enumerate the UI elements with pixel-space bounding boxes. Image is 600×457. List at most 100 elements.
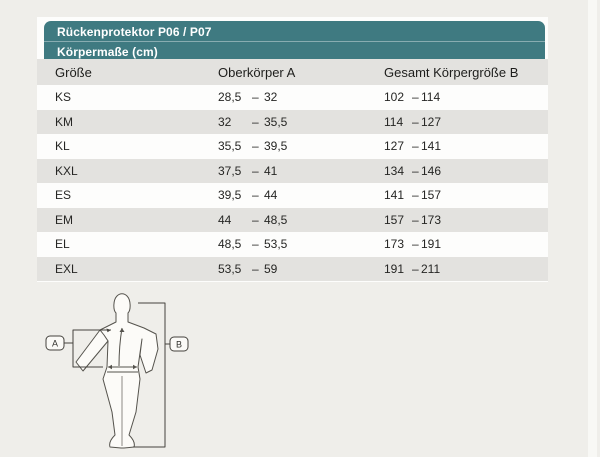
body-detail-lines <box>107 327 138 446</box>
label-b-box <box>169 336 189 352</box>
waist-arrow-left <box>108 364 112 370</box>
range-min: 28,5 <box>218 90 242 105</box>
title-product-line: Rückenprotektor P06 / P07 <box>44 21 545 42</box>
range-dash: – <box>412 163 419 178</box>
range-max: 39,5 <box>264 139 288 154</box>
label-a-box <box>45 335 65 351</box>
range-dash: – <box>252 163 259 178</box>
range-min: 37,5 <box>218 163 242 178</box>
measurement-bracket-b <box>133 302 189 448</box>
upper-body-range-cell: 44 –48,5 <box>218 213 384 227</box>
upper-body-range-cell: 37,5–41 <box>218 164 384 178</box>
range-dash: – <box>252 90 259 105</box>
upper-body-range-cell: 32 –35,5 <box>218 115 384 129</box>
range-dash: – <box>252 139 259 154</box>
table-row: KM 32–35,5 114–127 <box>37 109 548 134</box>
range-dash: – <box>412 237 419 252</box>
range-max: 53,5 <box>264 237 288 252</box>
range-dash: – <box>412 114 419 129</box>
range-max: 32 <box>264 90 278 105</box>
table-row: EM 44–48,5 157–173 <box>37 207 548 232</box>
table-title-bar: Rückenprotektor P06 / P07 Körpermaße (cm… <box>44 21 545 59</box>
range-min: 157 <box>384 212 405 227</box>
total-height-range-cell: 191–211 <box>384 262 548 276</box>
total-height-range-cell: 173–191 <box>384 237 548 251</box>
bracket-a-arrow <box>106 328 111 333</box>
label-a: A <box>52 339 58 349</box>
range-max: 211 <box>421 261 441 276</box>
range-max: 48,5 <box>264 212 288 227</box>
size-cell: KL <box>55 139 70 154</box>
range-max: 191 <box>421 237 442 252</box>
header-cell-upper-body: Oberkörper A <box>218 64 296 80</box>
table-row: KL 35,5–39,5 127–141 <box>37 134 548 159</box>
range-dash: – <box>412 261 419 276</box>
table-row: KS 28,5–32 102–114 <box>37 85 548 110</box>
title-measure-line: Körpermaße (cm) <box>57 45 158 59</box>
page-edge-strip <box>588 0 597 457</box>
total-height-range-cell: 114–127 <box>384 115 548 129</box>
range-min: 134 <box>384 163 405 178</box>
range-dash: – <box>412 90 419 105</box>
range-dash: – <box>252 212 259 227</box>
total-height-range-cell: 157–173 <box>384 213 548 227</box>
range-max: 146 <box>421 163 442 178</box>
table-row: KXL 37,5–41 134–146 <box>37 158 548 183</box>
waist-arrow-right <box>133 364 137 370</box>
range-min: 44 <box>218 212 232 227</box>
range-dash: – <box>252 237 259 252</box>
extended-arm <box>75 329 109 372</box>
range-dash: – <box>412 139 419 154</box>
upper-body-range-cell: 53,5–59 <box>218 262 384 276</box>
total-height-range-cell: 102–114 <box>384 90 548 104</box>
range-dash: – <box>252 261 259 276</box>
range-dash: – <box>412 212 419 227</box>
upper-body-range-cell: 35,5–39,5 <box>218 139 384 153</box>
label-b: B <box>176 340 182 350</box>
range-dash: – <box>252 188 259 203</box>
size-cell: EM <box>55 212 73 227</box>
column-header-row: Größe Oberkörper A Gesamt Körpergröße B <box>37 59 548 85</box>
range-max: 127 <box>421 114 442 129</box>
range-min: 35,5 <box>218 139 242 154</box>
total-height-range-cell: 141–157 <box>384 188 548 202</box>
range-min: 32 <box>218 114 232 129</box>
range-max: 141 <box>421 139 442 154</box>
range-min: 102 <box>384 90 405 105</box>
total-height-range-cell: 134–146 <box>384 164 548 178</box>
size-cell: KXL <box>55 163 78 178</box>
size-cell: EXL <box>55 261 78 276</box>
table-row: ES 39,5–44 141–157 <box>37 183 548 208</box>
table-body: KS 28,5–32 102–114 KM 32–35,5 114–127 KL… <box>37 85 548 281</box>
body-outline <box>99 293 159 449</box>
range-max: 59 <box>264 261 278 276</box>
header-cell-size: Größe <box>55 64 92 80</box>
range-max: 114 <box>421 90 441 105</box>
range-max: 35,5 <box>264 114 288 129</box>
range-max: 157 <box>421 188 442 203</box>
range-min: 114 <box>384 114 404 129</box>
range-max: 44 <box>264 188 278 203</box>
range-min: 48,5 <box>218 237 242 252</box>
range-min: 191 <box>384 261 405 276</box>
neck-arrow <box>119 328 125 332</box>
total-height-range-cell: 127–141 <box>384 139 548 153</box>
size-cell: KS <box>55 90 72 105</box>
upper-body-range-cell: 28,5–32 <box>218 90 384 104</box>
range-dash: – <box>252 114 259 129</box>
range-min: 127 <box>384 139 405 154</box>
human-silhouette <box>75 293 159 449</box>
range-max: 173 <box>421 212 442 227</box>
upper-body-range-cell: 39,5–44 <box>218 188 384 202</box>
range-min: 173 <box>384 237 405 252</box>
measurement-diagram: A B <box>40 292 202 456</box>
range-dash: – <box>412 188 419 203</box>
table-row: EXL 53,5–59 191–211 <box>37 256 548 281</box>
range-min: 141 <box>384 188 405 203</box>
range-min: 53,5 <box>218 261 242 276</box>
measurement-bracket-a <box>45 328 111 368</box>
table-row: EL 48,5–53,5 173–191 <box>37 232 548 257</box>
size-cell: ES <box>55 188 72 203</box>
size-cell: KM <box>55 114 73 129</box>
